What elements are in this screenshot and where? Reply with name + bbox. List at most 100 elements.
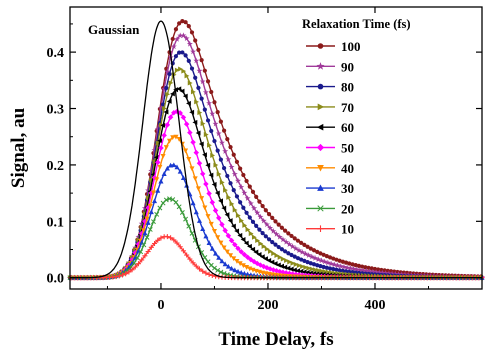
data-point — [305, 244, 310, 249]
data-point — [315, 263, 320, 268]
data-point — [295, 256, 301, 261]
data-point — [219, 258, 225, 264]
data-point — [145, 220, 151, 225]
data-point — [215, 130, 222, 137]
data-point — [276, 244, 281, 250]
data-point — [238, 248, 244, 255]
data-point — [235, 177, 241, 184]
data-point — [235, 245, 241, 252]
data-point — [210, 152, 216, 158]
data-point — [251, 205, 258, 211]
legend: Relaxation Time (fs) 100 90 80 70 60 50 40 30 20 1… — [302, 17, 411, 237]
legend-title: Relaxation Time (fs) — [302, 17, 411, 31]
data-point — [225, 173, 230, 179]
data-point — [197, 110, 203, 116]
data-point — [170, 135, 176, 141]
data-point — [180, 248, 186, 254]
data-point — [226, 194, 232, 200]
data-point — [291, 267, 297, 273]
data-point — [277, 268, 283, 275]
data-point — [322, 269, 328, 275]
data-point — [173, 27, 179, 32]
data-point — [308, 261, 313, 266]
data-point — [141, 242, 147, 248]
data-point — [212, 138, 217, 144]
data-point — [213, 162, 219, 168]
data-point — [180, 19, 185, 24]
data-point — [218, 119, 223, 124]
data-point — [195, 130, 201, 136]
data-point — [218, 198, 223, 204]
data-point — [254, 223, 259, 228]
data-point — [208, 172, 214, 178]
data-point — [231, 152, 236, 157]
data-point — [177, 110, 183, 116]
data-point — [202, 107, 207, 112]
data-point — [285, 265, 291, 271]
data-point — [309, 266, 315, 272]
data-point — [163, 145, 169, 150]
data-point — [251, 234, 257, 240]
data-point — [158, 235, 164, 241]
data-point — [180, 175, 186, 180]
data-point — [129, 267, 135, 273]
data-point — [207, 142, 212, 148]
data-point — [177, 32, 184, 39]
data-point — [151, 219, 156, 225]
data-point — [166, 98, 172, 104]
data-point — [241, 251, 248, 258]
data-point — [263, 256, 268, 262]
data-point — [212, 207, 219, 214]
data-point — [222, 227, 228, 234]
data-point — [254, 209, 261, 216]
legend-marker-30 — [317, 184, 324, 191]
data-point — [254, 194, 259, 200]
data-point — [317, 184, 324, 191]
data-point — [228, 163, 235, 170]
data-point — [234, 228, 240, 234]
data-point — [325, 269, 331, 275]
series-markers-80 — [67, 50, 484, 280]
data-point — [206, 240, 212, 245]
data-point — [340, 268, 345, 273]
data-point — [283, 238, 290, 245]
data-point — [212, 265, 217, 271]
data-point — [273, 231, 280, 237]
data-point — [209, 199, 216, 206]
data-point — [174, 108, 180, 115]
data-point — [247, 266, 253, 272]
x-tick-label: 0 — [157, 298, 164, 313]
data-point — [221, 245, 227, 251]
data-point — [164, 68, 171, 75]
data-point — [160, 122, 166, 128]
data-point — [151, 147, 158, 153]
data-point — [238, 200, 243, 205]
data-point — [177, 168, 183, 174]
data-point — [196, 47, 201, 53]
data-point — [189, 30, 195, 35]
legend-marker-100 — [317, 43, 324, 49]
data-point — [319, 268, 325, 274]
data-point — [189, 66, 195, 71]
data-point — [286, 241, 293, 247]
data-point — [219, 139, 225, 146]
data-point — [255, 238, 261, 244]
data-point — [260, 203, 265, 209]
legend-marker-80 — [317, 83, 324, 90]
data-point — [158, 178, 164, 184]
data-point — [302, 258, 307, 263]
data-point — [228, 181, 233, 186]
data-point — [170, 43, 177, 50]
data-point — [196, 85, 201, 91]
data-point — [306, 265, 312, 271]
data-point — [195, 186, 201, 192]
data-point — [131, 260, 137, 266]
legend-label-50: 50 — [341, 141, 354, 156]
data-point — [280, 236, 286, 243]
data-point — [229, 265, 235, 271]
data-point — [147, 227, 153, 232]
data-point — [266, 212, 272, 217]
data-point — [350, 265, 357, 272]
data-point — [165, 91, 171, 97]
data-point — [232, 207, 238, 213]
